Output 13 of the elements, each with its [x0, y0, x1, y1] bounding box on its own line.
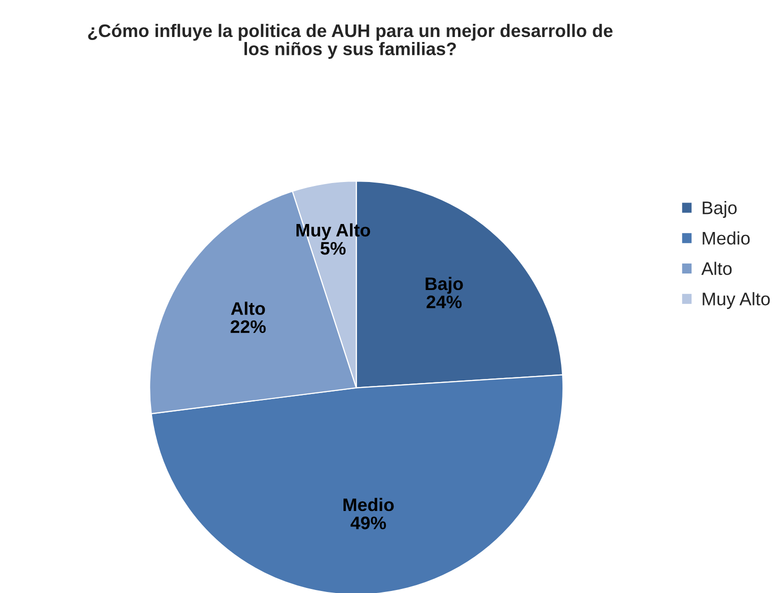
slice-label: Bajo [426, 276, 463, 294]
data-label: 5% [320, 242, 346, 255]
data-label: 22% [230, 320, 266, 334]
slice-label: Muy Alto [296, 223, 370, 240]
legend-label: Alto [701, 262, 732, 276]
legend-label: Medio [702, 231, 750, 245]
slice-label: Medio [344, 498, 394, 512]
chart-title: ¿Cómo influye la politica de AUH para un mejor desarrollo de los niños y sus familias? [88, 24, 613, 59]
legend-label: Muy Alto [702, 292, 770, 309]
legend-label: Bajo [702, 201, 737, 218]
data-label: 49% [350, 516, 386, 530]
data-label: 24% [426, 296, 462, 308]
slice-label: Alto [231, 302, 265, 315]
